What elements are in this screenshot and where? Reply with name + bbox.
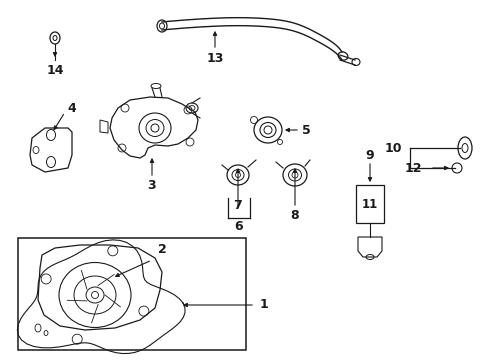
Text: 4: 4 (67, 102, 76, 114)
Text: 13: 13 (206, 51, 223, 64)
Text: 12: 12 (404, 162, 421, 175)
Text: 9: 9 (365, 149, 373, 162)
Text: 10: 10 (384, 141, 401, 154)
Text: 6: 6 (234, 220, 243, 233)
Text: 3: 3 (147, 179, 156, 192)
Text: 8: 8 (290, 208, 299, 221)
Text: 7: 7 (233, 198, 242, 212)
Text: 14: 14 (46, 63, 63, 77)
Text: 2: 2 (158, 243, 166, 256)
Text: 1: 1 (260, 298, 268, 311)
Bar (355, 185, 383, 223)
Text: 11: 11 (361, 198, 377, 211)
Bar (18, 238, 245, 350)
Text: 5: 5 (301, 123, 310, 136)
